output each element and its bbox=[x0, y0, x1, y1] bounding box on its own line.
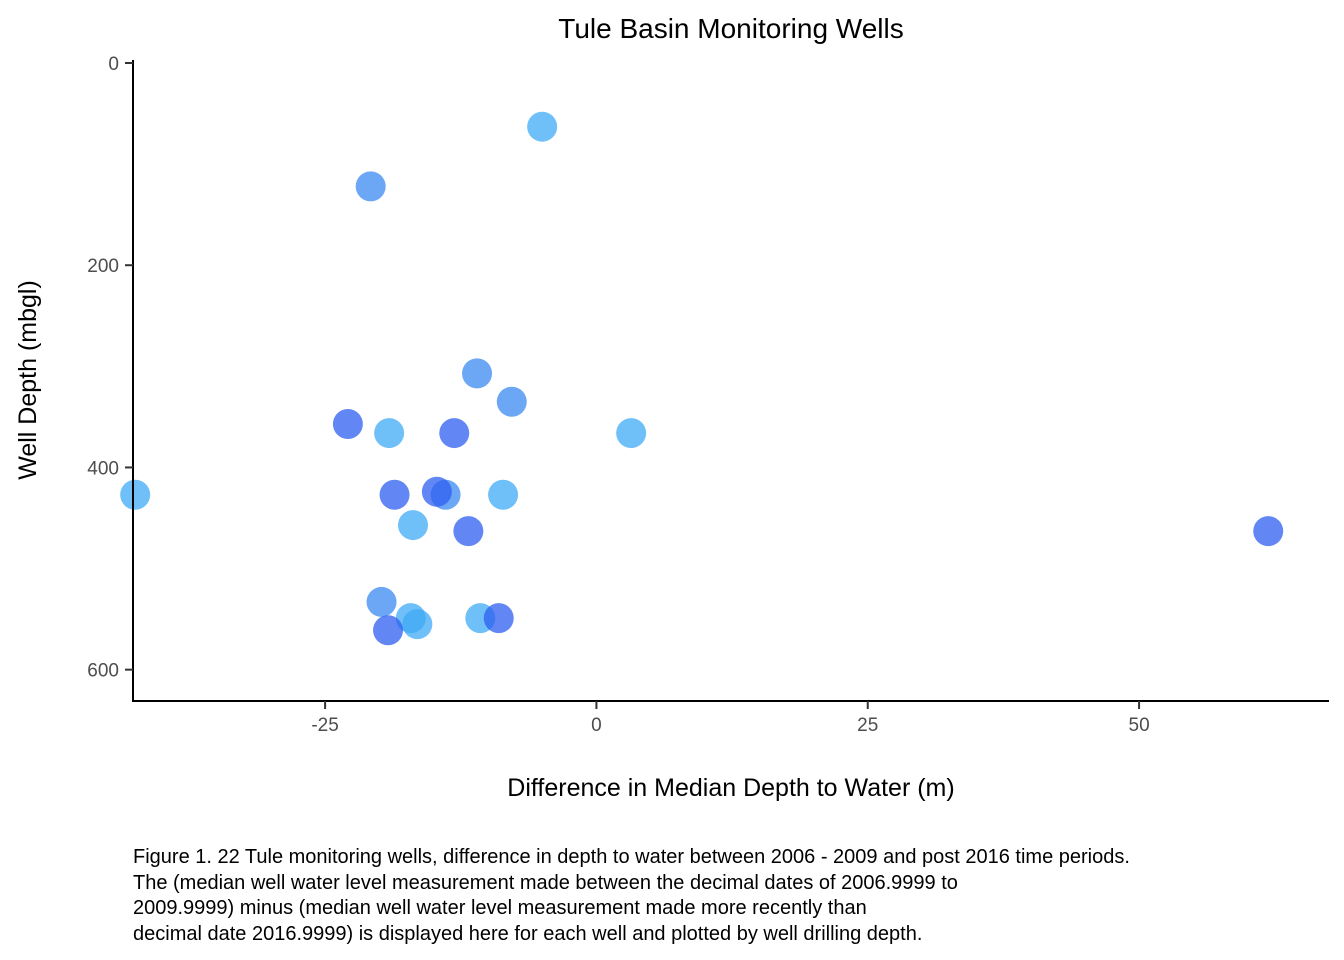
y-tick-label: 400 bbox=[87, 458, 119, 479]
data-point bbox=[616, 418, 647, 449]
data-points bbox=[120, 111, 1284, 646]
x-axis-ticks: -25 0 25 50 bbox=[311, 701, 1150, 736]
x-tick-label: -25 bbox=[311, 715, 338, 736]
caption-line: The (median well water level measurement… bbox=[133, 871, 958, 894]
x-axis-label: Difference in Median Depth to Water (m) bbox=[507, 774, 954, 802]
data-point bbox=[527, 111, 558, 142]
data-point bbox=[379, 479, 410, 510]
data-point bbox=[332, 408, 363, 439]
data-point bbox=[462, 358, 493, 389]
y-tick-label: 0 bbox=[108, 54, 119, 75]
data-point bbox=[439, 418, 470, 449]
data-point bbox=[374, 418, 405, 449]
y-tick-label: 600 bbox=[87, 661, 119, 682]
data-point bbox=[421, 476, 452, 507]
data-point bbox=[496, 386, 527, 417]
y-tick-label: 200 bbox=[87, 256, 119, 277]
caption-line: decimal date 2016.9999) is displayed her… bbox=[133, 922, 923, 945]
x-tick-label: 25 bbox=[857, 715, 878, 736]
data-point bbox=[402, 609, 433, 640]
caption-line: Figure 1. 22 Tule monitoring wells, diff… bbox=[133, 846, 1130, 868]
data-point bbox=[483, 603, 514, 634]
data-point bbox=[355, 171, 386, 202]
data-point bbox=[453, 516, 484, 547]
data-point bbox=[366, 586, 397, 617]
data-point bbox=[1253, 516, 1284, 547]
x-tick-label: 0 bbox=[591, 715, 602, 736]
data-point bbox=[120, 479, 151, 510]
data-point bbox=[398, 510, 429, 541]
chart-title: Tule Basin Monitoring Wells bbox=[558, 13, 903, 44]
data-point bbox=[488, 479, 519, 510]
y-axis-ticks: 0 200 400 600 bbox=[87, 54, 133, 682]
y-axis-label: Well Depth (mbgl) bbox=[14, 280, 42, 480]
x-tick-label: 50 bbox=[1129, 715, 1150, 736]
figure-caption: Figure 1. 22 Tule monitoring wells, diff… bbox=[133, 845, 1333, 947]
data-point bbox=[373, 615, 404, 646]
caption-line: 2009.9999) minus (median well water leve… bbox=[133, 897, 867, 919]
